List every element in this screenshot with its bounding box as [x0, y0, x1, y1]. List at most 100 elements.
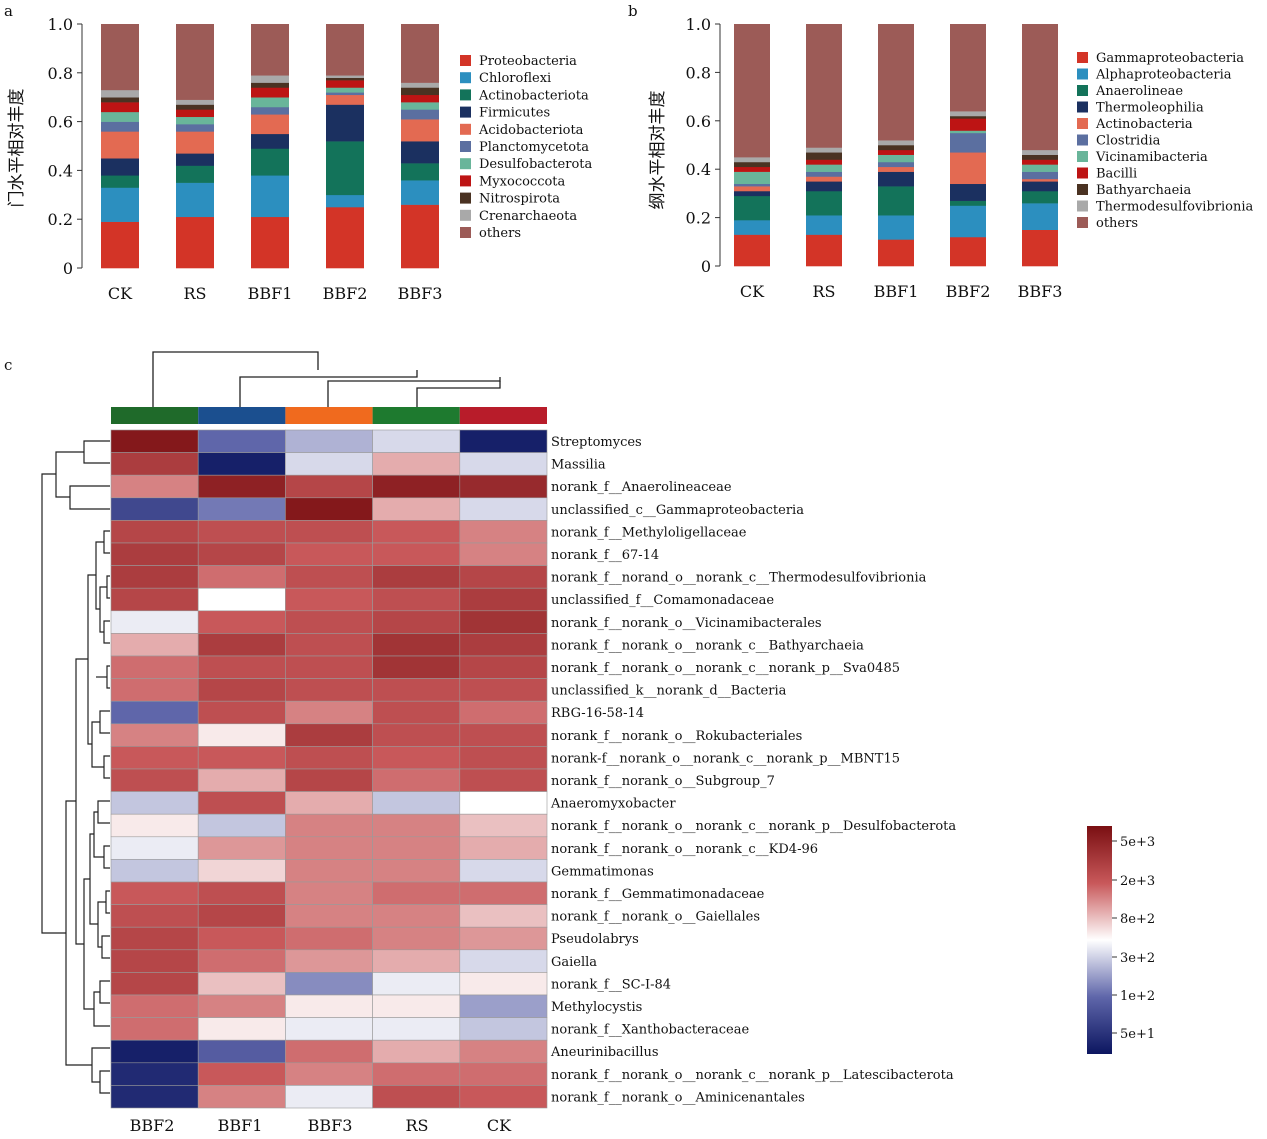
- row-label: Pseudolabrys: [551, 932, 639, 947]
- heatmap-cell: [459, 813, 548, 838]
- y-axis-title-b: 纲水平相对丰度: [648, 91, 668, 210]
- heatmap-cell: [459, 723, 548, 747]
- legend-label: Proteobacteria: [479, 54, 577, 69]
- heatmap-cell: [459, 452, 548, 476]
- row-label: Streptomyces: [551, 435, 642, 450]
- bar-segment: [176, 124, 214, 132]
- column-group-color: [285, 407, 373, 424]
- legend-swatch: [460, 55, 471, 66]
- heatmap-cell: [459, 904, 548, 928]
- bar-segment: [251, 106, 289, 115]
- heatmap-cell: [285, 926, 373, 951]
- bar-segment: [1022, 203, 1058, 230]
- bar-segment: [326, 77, 364, 81]
- heatmap-cell: [110, 881, 199, 905]
- heatmap-cell: [110, 520, 199, 544]
- heatmap-cell: [197, 949, 286, 973]
- column-label: BBF2: [130, 1116, 175, 1135]
- bar-segment: [401, 204, 439, 269]
- bar-segment: [734, 183, 770, 187]
- heatmap-cell: [372, 542, 461, 566]
- bar-segment: [176, 104, 214, 110]
- heatmap-cell: [110, 497, 199, 521]
- heatmap-cell: [285, 565, 373, 589]
- bar-segment: [401, 102, 439, 110]
- bar-segment: [101, 24, 139, 91]
- heatmap-cell: [110, 949, 199, 973]
- heatmap-cell: [197, 429, 286, 453]
- heatmap-cell: [285, 429, 373, 453]
- heatmap-cell: [285, 768, 373, 792]
- y-axis-title-a: 门水平相对丰度: [7, 89, 27, 208]
- bar-segment: [326, 87, 364, 93]
- column-group-color: [111, 407, 199, 424]
- x-tick-label: RS: [812, 282, 835, 301]
- bar-segment: [251, 133, 289, 149]
- row-label: norank_f__Methyloligellaceae: [551, 525, 747, 540]
- heatmap-cell: [372, 520, 461, 544]
- bar-segment: [734, 166, 770, 172]
- bar-segment: [251, 97, 289, 108]
- row-label: norank_f__norank_o__Rokubacteriales: [551, 729, 802, 744]
- bar-segment: [176, 153, 214, 166]
- row-label: norank_f__norank_o__Aminicenantales: [551, 1090, 805, 1105]
- heatmap-cell: [197, 791, 286, 815]
- heatmap-cell: [285, 633, 373, 657]
- heatmap-cell: [110, 723, 199, 747]
- row-label: Gaiella: [551, 955, 597, 970]
- heatmap-cell: [459, 768, 548, 792]
- heatmap-cell: [372, 655, 461, 679]
- panel-label-b: b: [628, 2, 638, 20]
- column-group-color: [372, 407, 460, 424]
- bar-segment: [101, 187, 139, 222]
- legend-swatch: [460, 123, 471, 135]
- heatmap-cell: [285, 972, 373, 996]
- heatmap-cell: [285, 949, 373, 973]
- bar-segment: [950, 24, 986, 112]
- bar-segment: [878, 171, 914, 187]
- row-label: norank_f__norank_o__Vicinamibacterales: [551, 616, 822, 631]
- row-label: norank_f__Gemmatimonadaceae: [551, 887, 765, 902]
- bar-segment: [806, 147, 842, 153]
- heatmap-cell: [459, 881, 548, 905]
- heatmap-cell: [459, 497, 548, 521]
- legend-label: Firmicutes: [479, 106, 550, 121]
- heatmap-cell: [372, 791, 461, 815]
- bar-segment: [1022, 159, 1058, 165]
- bar-segment: [806, 171, 842, 177]
- heatmap-cell: [197, 633, 286, 657]
- heatmap-cell: [285, 452, 373, 476]
- heatmap-cell: [197, 768, 286, 792]
- heatmap-cell: [197, 813, 286, 838]
- bar-segment: [326, 24, 364, 76]
- heatmap-cell: [285, 655, 373, 679]
- heatmap-cell: [459, 429, 548, 453]
- heatmap-cell: [197, 746, 286, 770]
- bar-segment: [734, 190, 770, 197]
- column-label: BBF1: [218, 1116, 263, 1135]
- heatmap-cell: [459, 972, 548, 996]
- bar-segment: [1022, 24, 1058, 151]
- legend-swatch: [460, 72, 471, 84]
- x-tick-label: CK: [740, 282, 765, 301]
- row-label: norank_f__Xanthobacteraceae: [551, 1023, 749, 1038]
- legend-label: Myxococcota: [479, 174, 566, 189]
- heatmap-cell: [372, 610, 461, 634]
- heatmap-cell: [285, 678, 373, 702]
- heatmap-cell: [372, 836, 461, 860]
- bar-segment: [101, 158, 139, 176]
- heatmap-cell: [459, 678, 548, 702]
- heatmap-cell: [372, 429, 461, 453]
- colorbar-tick-label: 2e+3: [1120, 874, 1155, 889]
- heatmap-cell: [197, 1017, 286, 1041]
- bar-segment: [806, 24, 842, 148]
- bar-segment: [176, 131, 214, 154]
- bar-segment: [251, 24, 289, 76]
- heatmap-cell: [459, 836, 548, 860]
- chart-b: b 纲水平相对丰度 0 0.2 0.4 0.6 0.8 1.0 CK RS BBF1 BBF2 B…: [628, 2, 1254, 301]
- heatmap-cell: [197, 587, 286, 612]
- heatmap-cell: [285, 881, 373, 905]
- row-label: norank_f__norank_o__Gaiellales: [551, 910, 760, 925]
- heatmap-cell: [372, 768, 461, 792]
- heatmap-cell: [110, 1017, 199, 1041]
